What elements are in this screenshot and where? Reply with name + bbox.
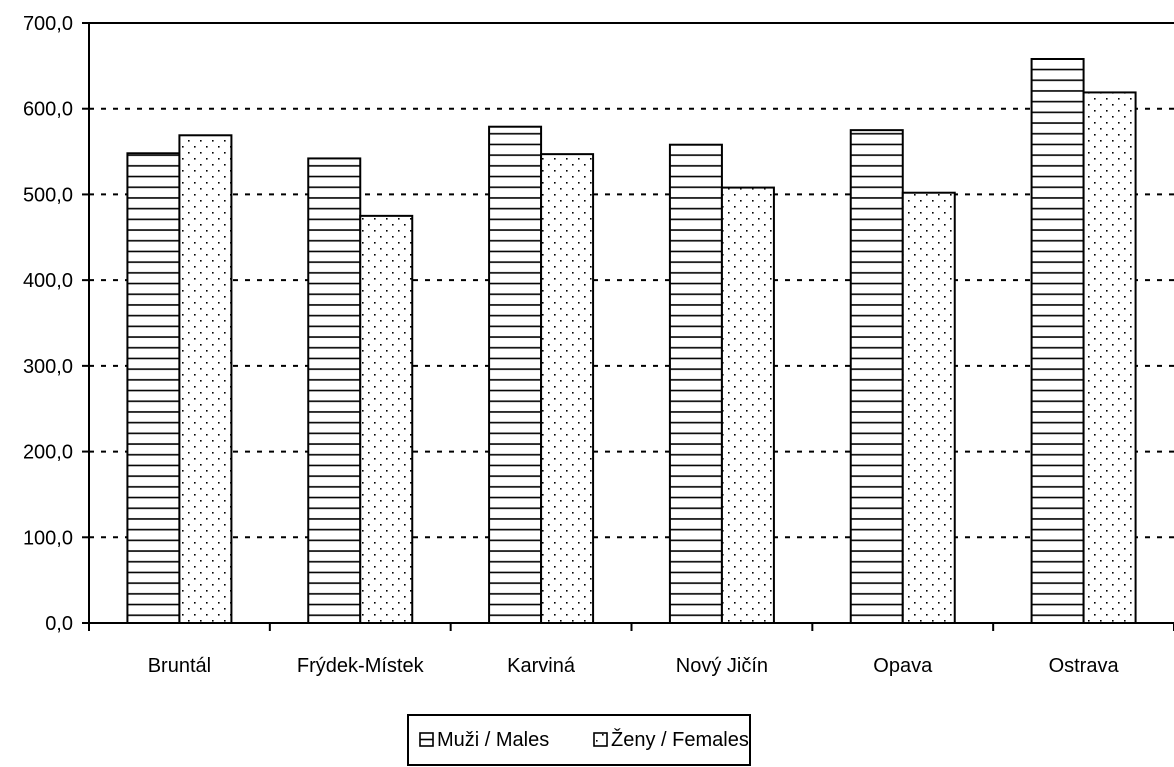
bar-females-2 xyxy=(540,153,595,624)
y-tick-label: 600,0 xyxy=(23,99,73,121)
bar-males-3 xyxy=(668,143,723,624)
axes xyxy=(82,22,1174,631)
bar-males-1 xyxy=(307,157,362,625)
grid-lines xyxy=(89,22,1174,539)
y-tick-label: 700,0 xyxy=(23,13,73,35)
bar-males-4 xyxy=(849,129,904,624)
bar-males-0 xyxy=(126,152,181,625)
x-category-label: Karviná xyxy=(507,655,576,677)
x-category-label: Opava xyxy=(873,655,933,677)
bar-males-5 xyxy=(1030,58,1085,624)
y-tick-label: 100,0 xyxy=(23,527,73,549)
axis-labels: 0,0 100,0 200,0 300,0 400,0 500,0 600,0 700,0 Br… xyxy=(23,13,1120,677)
x-category-label: Nový Jičín xyxy=(676,655,768,677)
legend: Muži / Males Ženy / Females xyxy=(407,714,751,766)
y-tick-label: 200,0 xyxy=(23,442,73,464)
bars xyxy=(126,58,1137,625)
bar-females-0 xyxy=(178,134,233,625)
bar-females-3 xyxy=(720,186,775,624)
y-tick-label: 0,0 xyxy=(45,613,73,635)
y-tick-label: 300,0 xyxy=(23,356,73,378)
x-category-label: Frýdek-Místek xyxy=(297,655,425,677)
bar-females-5 xyxy=(1082,91,1137,624)
x-category-label: Ostrava xyxy=(1049,655,1120,677)
x-category-label: Bruntál xyxy=(148,655,211,677)
legend-swatch-females xyxy=(593,732,608,747)
legend-label: Ženy / Females xyxy=(611,728,749,751)
legend-box xyxy=(407,714,751,766)
legend-label: Muži / Males xyxy=(437,729,549,751)
y-tick-label: 400,0 xyxy=(23,270,73,292)
bar-females-1 xyxy=(359,214,414,624)
bar-females-4 xyxy=(901,191,956,624)
y-tick-label: 500,0 xyxy=(23,184,73,206)
bar-males-2 xyxy=(488,125,543,624)
